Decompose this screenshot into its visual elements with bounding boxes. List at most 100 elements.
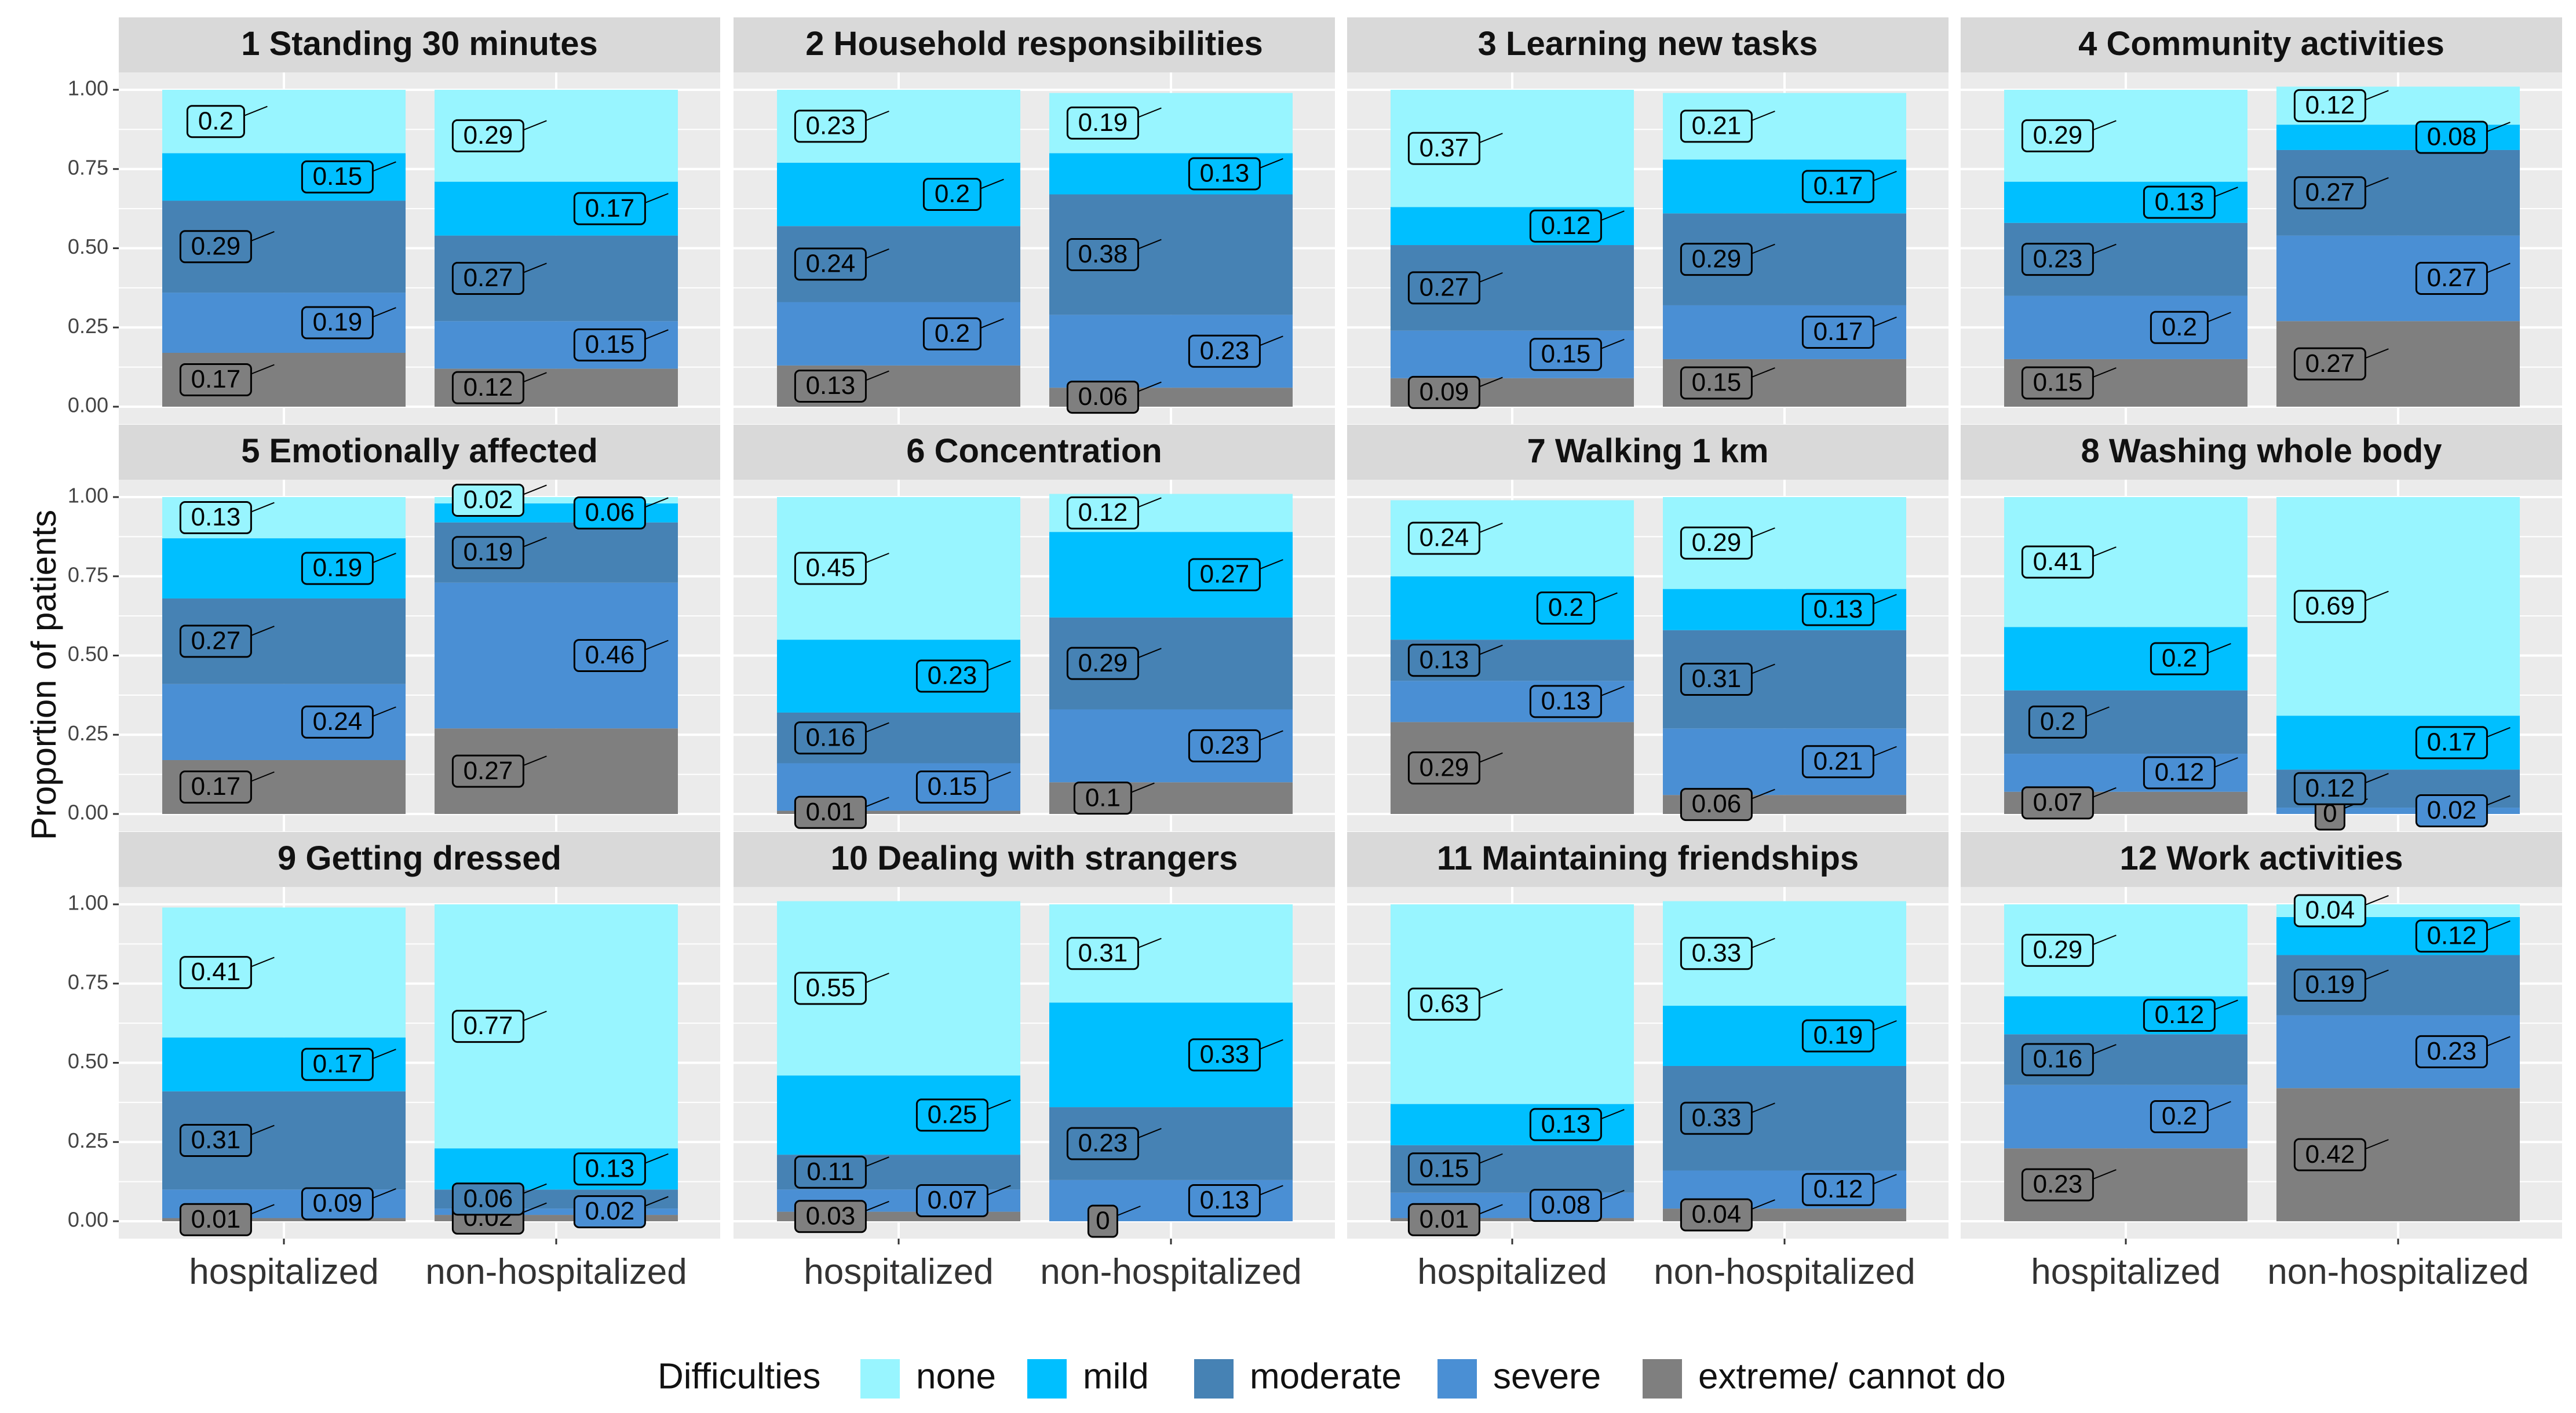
data-label-value: 0.17 <box>2427 728 2477 757</box>
panel-title: 6 Concentration <box>906 432 1162 470</box>
y-tick-label: 1.00 <box>68 484 108 507</box>
data-label-box <box>915 1098 988 1132</box>
data-label-value: 0.29 <box>1420 753 1469 782</box>
panel-title: 8 Washing whole body <box>2081 432 2442 470</box>
data-label-non-hospitalized-mild: 0.17 <box>1801 170 1897 203</box>
data-label-value: 0.15 <box>2033 368 2083 397</box>
data-label-box <box>915 659 988 693</box>
data-label-non-hospitalized-severe: 0.13 <box>1188 1184 1283 1217</box>
data-label-box <box>1680 788 1753 821</box>
data-label-value: 0.12 <box>2155 758 2205 787</box>
data-label-box <box>2415 794 2488 828</box>
data-label-non-hospitalized-extreme-cannot-do: 0.27 <box>451 754 547 788</box>
data-label-value: 0.1 <box>1085 783 1121 812</box>
data-label-hospitalized-moderate: 0.11 <box>794 1155 889 1189</box>
data-label-non-hospitalized-none: 0.31 <box>1066 937 1162 970</box>
data-label-hospitalized-extreme-cannot-do: 0.01 <box>794 795 889 829</box>
x-tick-label-non-hospitalized: non-hospitalized <box>1040 1252 1302 1292</box>
data-label-hospitalized-moderate: 0.16 <box>794 721 889 755</box>
data-label-value: 0.2 <box>935 180 970 208</box>
data-label-value: 0.24 <box>1420 524 1469 552</box>
data-label-non-hospitalized-severe: 0.02 <box>573 1195 669 1229</box>
data-label-value: 0.13 <box>1200 1186 1250 1214</box>
data-label-value: 0.27 <box>2427 264 2477 292</box>
data-label-non-hospitalized-mild: 0.19 <box>1801 1019 1897 1053</box>
y-tick-label: 0.00 <box>68 1208 108 1232</box>
data-label-box <box>1066 496 1139 530</box>
data-label-non-hospitalized-extreme-cannot-do: 0.42 <box>2293 1138 2389 1171</box>
data-label-non-hospitalized-severe: 0.12 <box>1801 1173 1897 1206</box>
data-label-box <box>2021 933 2094 967</box>
data-label-box <box>1529 1108 1602 1141</box>
data-label-box <box>1529 338 1602 371</box>
data-label-hospitalized-mild: 0.25 <box>915 1098 1011 1132</box>
data-label-hospitalized-extreme-cannot-do: 0.13 <box>794 369 889 403</box>
data-label-value: 0.04 <box>2305 896 2355 925</box>
data-label-non-hospitalized-none: 0.02 <box>451 483 547 517</box>
data-label-value: 0.19 <box>313 308 363 337</box>
data-label-value: 0.2 <box>198 107 233 135</box>
panel-title: 2 Household responsibilities <box>805 25 1263 63</box>
data-label-box <box>451 536 524 569</box>
data-label-box <box>1066 1127 1139 1160</box>
data-label-value: 0.11 <box>807 1158 854 1186</box>
data-label-value: 0.29 <box>191 232 241 260</box>
data-label-hospitalized-severe: 0.24 <box>301 705 396 739</box>
data-label-value: 0.24 <box>806 249 856 278</box>
data-label-box <box>1066 937 1139 970</box>
data-label-value: 0.29 <box>1692 528 1742 557</box>
data-label-hospitalized-moderate: 0.15 <box>1407 1152 1503 1186</box>
data-label-value: 0.08 <box>2427 123 2477 151</box>
data-label-box <box>1407 132 1480 165</box>
data-label-value: 0.29 <box>1692 244 1742 273</box>
data-label-box <box>1407 751 1480 785</box>
data-label-value: 0.23 <box>1200 337 1250 365</box>
legend-label-mild: mild <box>1083 1356 1149 1396</box>
data-label-hospitalized-moderate: 0.23 <box>2021 243 2117 276</box>
data-label-non-hospitalized-moderate: 0.23 <box>1066 1127 1162 1160</box>
data-label-hospitalized-none: 0.29 <box>2021 119 2117 152</box>
data-label-hospitalized-mild: 0.12 <box>1529 209 1625 243</box>
panel-strip <box>119 832 720 887</box>
data-label-box <box>1680 937 1753 970</box>
data-label-value: 0.07 <box>928 1186 977 1214</box>
facet-panels: 1 Standing 30 minutes 0.17 0.19 0.29 0.15 0.2… <box>119 17 2562 1239</box>
data-label-value: 0.77 <box>464 1012 513 1040</box>
data-label-non-hospitalized-moderate: 0.29 <box>1066 647 1162 680</box>
data-label-box <box>2150 642 2209 676</box>
data-label-value: 0.27 <box>2305 178 2355 206</box>
legend-key-mild <box>1027 1359 1067 1399</box>
data-label-value: 0.13 <box>1814 595 1863 623</box>
panel-10-dealing-with-strangers: 10 Dealing with strangers 0.03 0.07 0.11 0.2… <box>734 832 1335 1239</box>
data-label-non-hospitalized-severe: 0.15 <box>573 328 669 362</box>
data-label-value: 0.2 <box>2162 1102 2197 1130</box>
data-label-value: 0.23 <box>2033 1170 2083 1199</box>
data-label-non-hospitalized-severe: 0.23 <box>2415 1035 2511 1068</box>
data-label-box <box>2143 998 2216 1032</box>
data-label-box <box>179 956 252 990</box>
data-label-non-hospitalized-extreme-cannot-do: 0.06 <box>1680 788 1775 821</box>
data-label-value: 0.12 <box>2305 91 2355 119</box>
panel-6-concentration: 6 Concentration 0.01 0.15 0.16 0.23 0.45 0.1 0.… <box>734 425 1335 831</box>
data-label-value: 0.06 <box>1692 790 1742 818</box>
legend-item-severe: severe <box>1437 1356 1601 1399</box>
data-label-box <box>2293 894 2366 928</box>
bar-segment-non-hospitalized-severe <box>2276 808 2520 814</box>
data-label-hospitalized-moderate: 0.24 <box>794 247 889 281</box>
data-label-box <box>1188 558 1261 592</box>
data-label-box <box>2293 590 2366 623</box>
data-label-value: 0.13 <box>1420 645 1469 674</box>
data-label-value: 0.41 <box>191 958 241 986</box>
legend-key-none <box>860 1359 900 1399</box>
legend: Difficulties none mild moderate severe extrem… <box>658 1356 2006 1399</box>
data-label-hospitalized-none: 0.24 <box>1407 521 1503 555</box>
panel-4-community-activities: 4 Community activities 0.15 0.2 0.23 0.13 0.2… <box>1961 17 2562 424</box>
data-label-box <box>1066 647 1139 680</box>
data-label-hospitalized-mild: 0.23 <box>915 659 1011 693</box>
panel-title: 11 Maintaining friendships <box>1437 839 1859 877</box>
data-label-value: 0.24 <box>313 707 363 736</box>
y-tick-label: 0.00 <box>68 801 108 824</box>
y-tick-label: 0.25 <box>68 1129 108 1152</box>
data-label-value: 0.19 <box>464 538 513 566</box>
